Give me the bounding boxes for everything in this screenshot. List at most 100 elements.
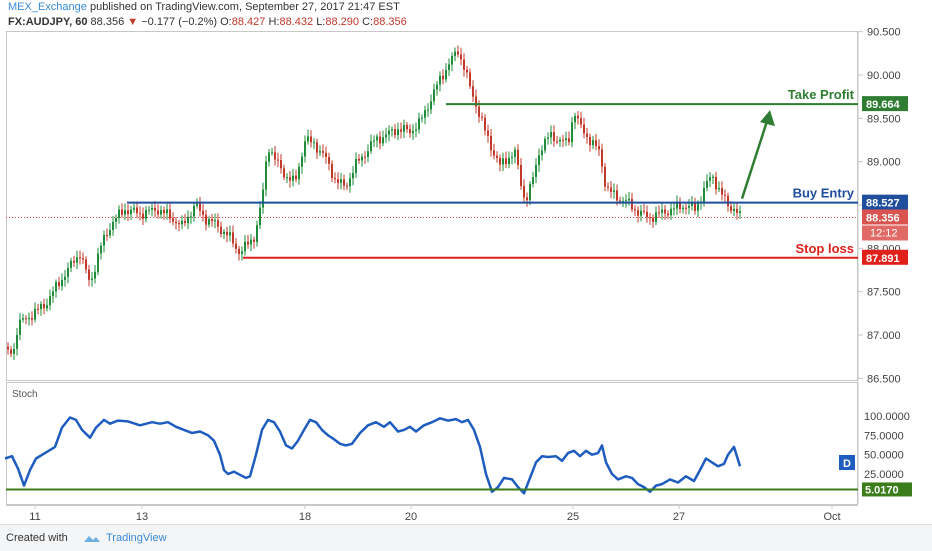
candle-body	[625, 200, 627, 202]
candle-body	[172, 218, 174, 222]
candle-body	[739, 211, 741, 213]
candle-body	[442, 75, 444, 80]
candle-body	[73, 260, 75, 263]
candle-body	[724, 194, 726, 196]
candle-body	[628, 198, 630, 201]
candle-body	[343, 179, 345, 186]
candle-body	[376, 136, 378, 141]
candle-body	[82, 257, 84, 260]
high-label: H:	[268, 16, 280, 28]
candle-body	[22, 318, 24, 320]
stoch-tick-label: 50.0000	[864, 450, 904, 462]
tradingview-brand[interactable]: TradingView	[106, 532, 167, 544]
candle-body	[322, 151, 324, 153]
candle-body	[730, 206, 732, 211]
candle-body	[487, 130, 489, 136]
candle-body	[67, 267, 69, 277]
candle-body	[391, 129, 393, 131]
countdown-label: 12:12	[870, 227, 898, 239]
candle-body	[37, 308, 39, 310]
stoch-title: Stoch	[12, 389, 38, 400]
candle-body	[601, 149, 603, 167]
candle-body	[319, 151, 321, 153]
candle-body	[430, 101, 432, 110]
candle-body	[622, 200, 624, 202]
published-text: published on TradingView.com, September …	[89, 1, 400, 13]
candle-body	[130, 209, 132, 215]
candle-body	[127, 210, 129, 215]
candle-body	[166, 209, 168, 214]
candle-body	[412, 130, 414, 134]
candle-body	[532, 177, 534, 184]
candle-body	[106, 234, 108, 236]
candle-body	[226, 231, 228, 236]
stoch-tick-label: 75.0000	[864, 430, 904, 442]
candle-body	[592, 140, 594, 146]
candle-body	[712, 176, 714, 178]
stoch-axis[interactable]: 100.0000 75.0000 50.0000 25.0000	[864, 411, 910, 481]
candle-body	[433, 89, 435, 102]
candle-body	[223, 231, 225, 235]
candle-body	[361, 156, 363, 161]
level-badge-bg	[862, 194, 908, 210]
time-axis[interactable]: 11 13 18 20 25 27 Oct	[29, 505, 841, 523]
candle-body	[514, 149, 516, 157]
candle-body	[670, 208, 672, 216]
chart-canvas[interactable]: 90.50090.00089.50089.00088.50088.00087.5…	[0, 0, 932, 524]
candle-body	[553, 132, 555, 142]
candle-body	[457, 51, 459, 55]
candle-body	[283, 168, 285, 178]
candle-body	[337, 179, 339, 183]
candle-body	[34, 308, 36, 320]
time-tick-label: 25	[567, 511, 579, 523]
candle-body	[178, 223, 180, 225]
current-price-badge-bg	[862, 209, 908, 225]
candle-body	[64, 276, 66, 280]
footer: Created with TradingView	[0, 524, 932, 551]
candle-body	[451, 55, 453, 65]
candle-body	[307, 136, 309, 142]
publisher-link[interactable]: MEX_Exchange	[8, 1, 87, 13]
candle-body	[151, 207, 153, 210]
candle-body	[583, 124, 585, 134]
candle-body	[469, 72, 471, 87]
candle-body	[721, 187, 723, 195]
candle-body	[121, 209, 123, 215]
candle-body	[91, 278, 93, 280]
candle-body	[211, 219, 213, 222]
candle-body	[400, 129, 402, 132]
candle-body	[118, 209, 120, 218]
candle-body	[436, 84, 438, 90]
candle-body	[541, 150, 543, 156]
candle-body	[250, 239, 252, 245]
candle-body	[244, 241, 246, 252]
candle-body	[268, 152, 270, 162]
candle-body	[439, 75, 441, 85]
candle-body	[535, 165, 537, 178]
candle-body	[559, 139, 561, 142]
price-axis[interactable]: 90.50090.00089.50089.00088.50088.00087.5…	[858, 27, 901, 386]
candle-body	[673, 208, 675, 210]
level-badge-bg	[862, 96, 908, 112]
candle-body	[523, 185, 525, 198]
candle-body	[733, 208, 735, 211]
candle-body	[31, 318, 33, 320]
candle-body	[145, 210, 147, 219]
trade-levels[interactable]: Take Profit 89.664 Buy Entry 88.527 Stop los…	[127, 87, 908, 265]
level-label: Take Profit	[788, 87, 855, 102]
candle-body	[697, 203, 699, 211]
candle-body	[397, 129, 399, 136]
candle-body	[676, 202, 678, 209]
high-value: 88.432	[279, 16, 314, 28]
stoch-d-badge-bg[interactable]	[839, 455, 855, 470]
candle-body	[97, 253, 99, 272]
stoch-d-badge[interactable]: D	[843, 458, 851, 470]
candle-body	[259, 207, 261, 226]
time-tick-label: 20	[405, 511, 417, 523]
candle-body	[313, 142, 315, 144]
candle-body	[76, 257, 78, 263]
candle-body	[43, 303, 45, 309]
candle-body	[685, 207, 687, 209]
stoch-tick-label: 100.0000	[864, 411, 910, 423]
candle-body	[394, 129, 396, 136]
